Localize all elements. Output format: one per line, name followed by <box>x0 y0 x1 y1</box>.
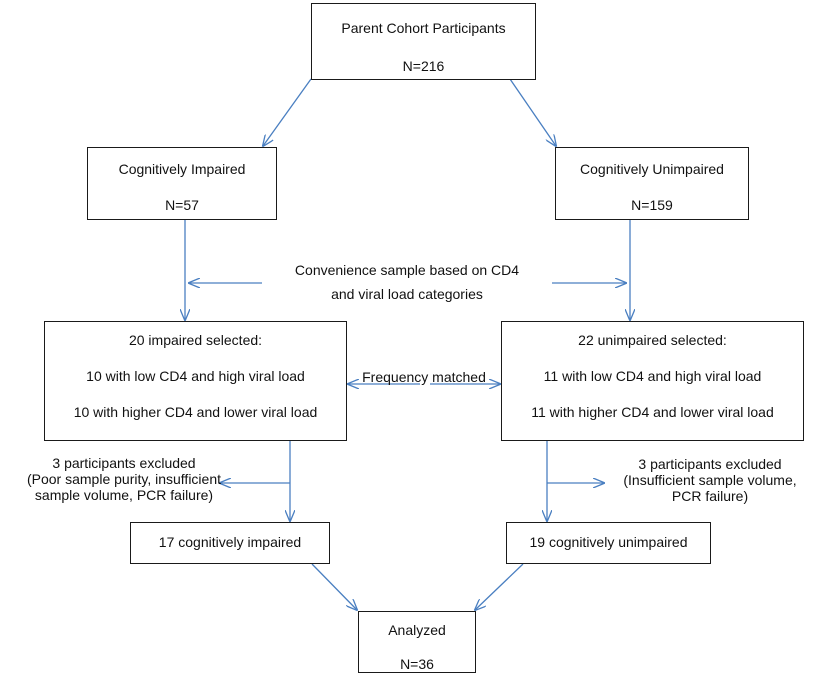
final-unimpaired-label: 19 cognitively unimpaired <box>529 534 688 550</box>
sel-unimpaired-box: 22 unimpaired selected: 11 with low CD4 … <box>501 321 804 441</box>
unimpaired-count: N=159 <box>631 197 673 213</box>
sel-unimpaired-line1: 11 with low CD4 and high viral load <box>543 368 762 384</box>
excl-left-line1: 3 participants excluded <box>52 455 196 471</box>
excl-left-line3: sample volume, PCR failure) <box>34 487 214 503</box>
excl-right-line2: (Insufficient sample volume, <box>623 472 797 488</box>
parent-cohort-count: N=216 <box>402 58 445 74</box>
impaired-box: Cognitively Impaired N=57 <box>87 147 277 220</box>
excl-right-line3: PCR failure) <box>671 488 749 504</box>
arrow-final-unimpaired-to-analyzed <box>475 563 524 610</box>
arrow-parent-to-impaired <box>263 78 312 146</box>
arrow-parent-to-unimpaired <box>509 78 556 146</box>
analyzed-title: Analyzed <box>388 622 446 638</box>
unimpaired-box: Cognitively Unimpaired N=159 <box>555 147 749 220</box>
sel-impaired-box: 20 impaired selected: 10 with low CD4 an… <box>44 321 347 441</box>
analyzed-count: N=36 <box>400 656 434 672</box>
analyzed-box: Analyzed N=36 <box>358 611 476 673</box>
unimpaired-title: Cognitively Unimpaired <box>580 161 724 177</box>
sel-unimpaired-title: 22 unimpaired selected: <box>578 332 727 348</box>
final-unimpaired-box: 19 cognitively unimpaired <box>506 522 711 564</box>
sel-impaired-title: 20 impaired selected: <box>128 332 263 348</box>
sel-impaired-line1: 10 with low CD4 and high viral load <box>86 368 305 384</box>
convenience-label-line2: and viral load categories <box>331 286 483 302</box>
final-impaired-box: 17 cognitively impaired <box>130 522 330 564</box>
impaired-title: Cognitively Impaired <box>118 161 246 177</box>
sel-impaired-line2: 10 with higher CD4 and lower viral load <box>73 404 318 420</box>
sel-unimpaired-line2: 11 with higher CD4 and lower viral load <box>531 404 774 420</box>
convenience-label-line1: Convenience sample based on CD4 <box>294 262 520 278</box>
final-impaired-label: 17 cognitively impaired <box>158 534 302 550</box>
frequency-matched-label: Frequency matched <box>362 369 486 385</box>
excl-left-line2: (Poor sample purity, insufficient <box>26 471 221 487</box>
parent-cohort-box: Parent Cohort Participants N=216 <box>311 3 536 80</box>
arrow-final-impaired-to-analyzed <box>311 563 357 610</box>
impaired-count: N=57 <box>165 197 199 213</box>
parent-cohort-title: Parent Cohort Participants <box>341 20 506 36</box>
excl-right-line1: 3 participants excluded <box>638 456 782 472</box>
